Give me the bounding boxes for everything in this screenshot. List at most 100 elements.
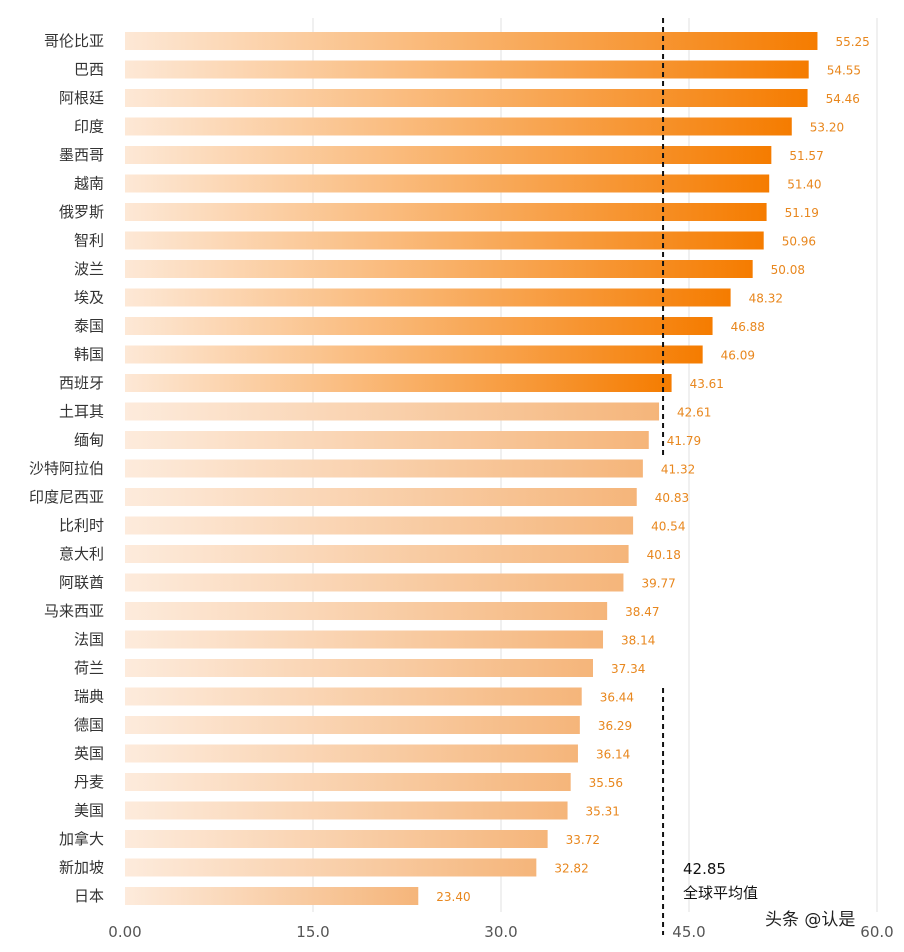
category-label: 瑞典 (74, 688, 104, 706)
bar (125, 317, 713, 335)
bar (125, 830, 548, 848)
category-label: 荷兰 (74, 659, 104, 677)
data-label: 54.55 (827, 64, 861, 78)
data-label: 41.79 (667, 434, 701, 448)
data-label: 38.14 (621, 634, 655, 648)
bar (125, 288, 731, 307)
category-label: 日本 (74, 887, 104, 905)
bar (125, 602, 608, 620)
category-label: 美国 (74, 802, 104, 820)
data-label: 38.47 (625, 605, 659, 619)
data-label: 43.61 (690, 377, 724, 391)
data-label: 40.54 (651, 520, 685, 534)
bar (125, 659, 593, 677)
data-label: 42.61 (677, 406, 711, 420)
category-label: 德国 (74, 716, 104, 734)
category-label: 波兰 (74, 260, 104, 278)
bar (125, 374, 672, 392)
data-label: 32.82 (554, 862, 588, 876)
category-label: 缅甸 (74, 431, 104, 449)
watermark: 头条 @认是 (765, 910, 855, 930)
reference-line-label: 全球平均值 (683, 884, 758, 902)
bar (125, 488, 637, 506)
data-label: 50.96 (782, 235, 816, 249)
bar (125, 146, 772, 164)
data-label: 40.18 (647, 548, 681, 562)
x-tick-label: 45.0 (672, 923, 705, 941)
category-label: 比利时 (59, 517, 104, 535)
category-label: 哥伦比亚 (44, 32, 104, 50)
category-label: 墨西哥 (59, 146, 104, 164)
bar (125, 630, 604, 649)
reference-value-label: 42.85 (683, 860, 726, 878)
data-label: 46.09 (721, 349, 755, 363)
data-label: 36.14 (596, 748, 630, 762)
data-label: 53.20 (810, 121, 844, 135)
data-label: 35.31 (586, 805, 620, 819)
data-label: 40.83 (655, 491, 689, 505)
bar (125, 231, 764, 250)
category-label: 意大利 (59, 545, 104, 563)
data-label: 48.32 (749, 292, 783, 306)
category-label: 泰国 (74, 317, 104, 335)
bar (125, 545, 629, 563)
data-label: 23.40 (436, 890, 470, 904)
bar (125, 89, 808, 107)
bar (125, 203, 767, 221)
category-label: 巴西 (74, 61, 104, 79)
bar (125, 431, 649, 449)
category-label: 埃及 (74, 289, 104, 307)
data-label: 51.40 (787, 178, 821, 192)
category-label: 新加坡 (59, 859, 104, 877)
bar (125, 516, 634, 535)
category-label: 阿联酋 (59, 574, 104, 592)
bar (125, 801, 568, 820)
bar (125, 687, 582, 706)
category-label: 马来西亚 (44, 602, 104, 620)
bar (125, 858, 537, 877)
category-label: 越南 (74, 175, 104, 193)
bar (125, 32, 818, 50)
x-tick-label: 30.0 (484, 923, 517, 941)
category-label: 法国 (74, 631, 104, 649)
data-label: 39.77 (641, 577, 675, 591)
data-label: 51.57 (789, 149, 823, 163)
data-label: 37.34 (611, 662, 645, 676)
data-label: 50.08 (771, 263, 805, 277)
category-label: 智利 (74, 232, 104, 250)
bar (125, 174, 770, 193)
bar (125, 773, 571, 791)
bar (125, 117, 792, 136)
data-label: 36.44 (600, 691, 634, 705)
data-label: 54.46 (826, 92, 860, 106)
category-label: 韩国 (74, 346, 104, 364)
category-label: 印度 (74, 118, 104, 136)
bar (125, 716, 580, 734)
x-tick-label: 0.00 (108, 923, 141, 941)
bar (125, 459, 643, 478)
x-tick-label: 15.0 (296, 923, 329, 941)
bar (125, 887, 419, 905)
bar (125, 402, 660, 421)
category-label: 西班牙 (59, 374, 104, 392)
data-label: 35.56 (589, 776, 623, 790)
bar (125, 260, 753, 278)
bar (125, 345, 703, 364)
bar (125, 573, 624, 592)
category-label: 印度尼西亚 (29, 488, 104, 506)
data-label: 51.19 (785, 206, 819, 220)
data-label: 36.29 (598, 719, 632, 733)
category-label: 丹麦 (74, 773, 104, 791)
x-tick-label: 60.0 (860, 923, 893, 941)
category-label: 加拿大 (59, 830, 104, 848)
data-label: 33.72 (566, 833, 600, 847)
bar (125, 60, 809, 79)
category-label: 英国 (74, 745, 104, 763)
data-label: 55.25 (835, 35, 869, 49)
category-label: 俄罗斯 (59, 203, 104, 221)
bar (125, 744, 578, 763)
data-label: 46.88 (731, 320, 765, 334)
category-label: 阿根廷 (59, 89, 104, 107)
data-label: 41.32 (661, 463, 695, 477)
